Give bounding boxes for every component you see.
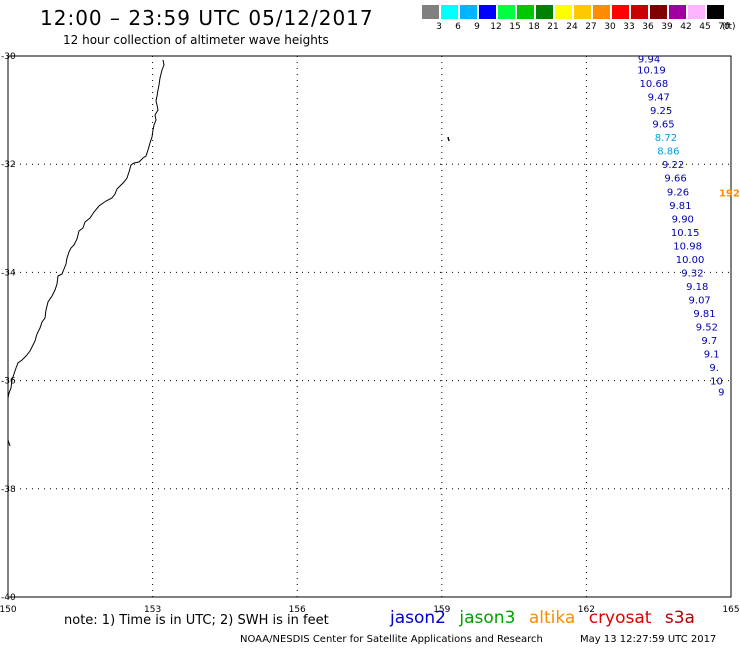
credit-text: NOAA/NESDIS Center for Satellite Applica… [240, 634, 543, 645]
swh-value: 9.7 [701, 336, 717, 347]
swh-value: 9.1 [704, 350, 720, 361]
swh-value: 8.72 [655, 133, 677, 144]
legend-swatch [460, 5, 477, 19]
swh-value: 9.52 [696, 323, 718, 334]
legend-swatch [536, 5, 553, 19]
legend-swatch [593, 5, 610, 19]
swh-value: 10 [710, 377, 723, 388]
legend-label: 30 [604, 22, 616, 32]
legend-label: 12 [490, 22, 502, 32]
satellite-legend: jason2 jason3 altika cryosat s3a [390, 608, 703, 628]
note-text: note: 1) Time is in UTC; 2) SWH is in fe… [64, 613, 329, 628]
sat-cryosat: cryosat [588, 608, 652, 628]
legend-label: 36 [642, 22, 654, 32]
swh-value: 9.66 [664, 174, 686, 185]
map-grid: 150 153 156 159 162 165 -30 -32 -34 -36 -38 -40 [0, 52, 740, 615]
australia-coastline [7, 59, 165, 410]
page-subtitle: 12 hour collection of altimeter wave hei… [63, 33, 329, 47]
lon-tick-label: 150 [0, 605, 17, 615]
timestamp-text: May 13 12:27:59 UTC 2017 [580, 634, 717, 645]
legend-swatch [631, 5, 648, 19]
swh-value: 10.15 [671, 228, 700, 239]
swh-value: 9.32 [681, 268, 703, 279]
altika-swh-value: 192 [719, 188, 740, 199]
legend-swatch [612, 5, 629, 19]
legend-swatch [555, 5, 572, 19]
legend-label: 45 [699, 22, 711, 32]
legend-label: 70 [718, 22, 730, 32]
legend-swatch [669, 5, 686, 19]
swh-value: 9.90 [672, 214, 694, 225]
legend-label: 18 [528, 22, 540, 32]
swh-value: 10.98 [673, 241, 702, 252]
color-legend: 3 6 9 12 15 18 21 24 27 30 33 36 39 42 45 70 (ft) [422, 5, 736, 35]
lat-tick-label: -34 [1, 268, 16, 278]
legend-label: 6 [455, 22, 461, 32]
swh-value: 9.26 [667, 187, 689, 198]
swh-value: 10.00 [676, 255, 705, 266]
legend-label: 21 [547, 22, 559, 32]
swh-value: 8.86 [657, 147, 679, 158]
legend-swatch [517, 5, 534, 19]
lon-tick-label: 153 [144, 605, 161, 615]
lon-tick-label: 165 [722, 605, 739, 615]
legend-label: 15 [509, 22, 521, 32]
swh-value: 9.81 [669, 201, 691, 212]
coastline [7, 59, 450, 447]
lat-tick-label: -36 [1, 377, 16, 387]
swh-value: 10.68 [640, 79, 669, 90]
lord-howe-island [447, 136, 450, 142]
map-frame [7, 55, 732, 598]
legend-label: 24 [566, 22, 578, 32]
swh-value: 9.81 [693, 309, 715, 320]
lat-tick-label: -40 [1, 593, 16, 603]
sat-s3a: s3a [664, 608, 695, 628]
swh-value: 9.25 [650, 106, 672, 117]
swh-value: 9.22 [662, 160, 684, 171]
page-title: 12:00 – 23:59 UTC 05/12/2017 [40, 6, 374, 30]
swh-value: 9.47 [648, 93, 670, 104]
legend-label: 39 [661, 22, 673, 32]
legend-label: 42 [680, 22, 692, 32]
legend-swatch [479, 5, 496, 19]
legend-swatch [441, 5, 458, 19]
legend-swatch [707, 5, 724, 19]
sat-jason3: jason3 [459, 608, 516, 628]
legend-swatch [498, 5, 515, 19]
lon-tick-label: 156 [289, 605, 306, 615]
sat-jason2: jason2 [390, 608, 446, 628]
swh-value: 10.19 [637, 66, 666, 77]
sat-altika: altika [528, 608, 576, 628]
swh-value: 9 [718, 387, 724, 398]
legend-swatch [650, 5, 667, 19]
lat-tick-label: -30 [1, 52, 16, 62]
swh-value: 9.18 [686, 282, 708, 293]
legend-swatch [688, 5, 705, 19]
legend-label: 27 [585, 22, 597, 32]
swh-value: 9. [709, 363, 719, 374]
swh-value: 9.07 [689, 295, 711, 306]
lat-tick-label: -38 [1, 485, 16, 495]
coastline-fragment [7, 439, 11, 447]
lon-tick-label: 159 [433, 605, 450, 615]
swh-value: 9.65 [652, 120, 674, 131]
legend-label: 3 [436, 22, 442, 32]
legend-unit: (ft) [722, 22, 736, 32]
swh-value: 9.94 [638, 55, 660, 66]
lon-tick-label: 162 [578, 605, 595, 615]
legend-label: 9 [474, 22, 480, 32]
legend-swatch [422, 5, 439, 19]
legend-swatch [574, 5, 591, 19]
legend-label: 33 [623, 22, 635, 32]
lat-tick-label: -32 [1, 160, 16, 170]
